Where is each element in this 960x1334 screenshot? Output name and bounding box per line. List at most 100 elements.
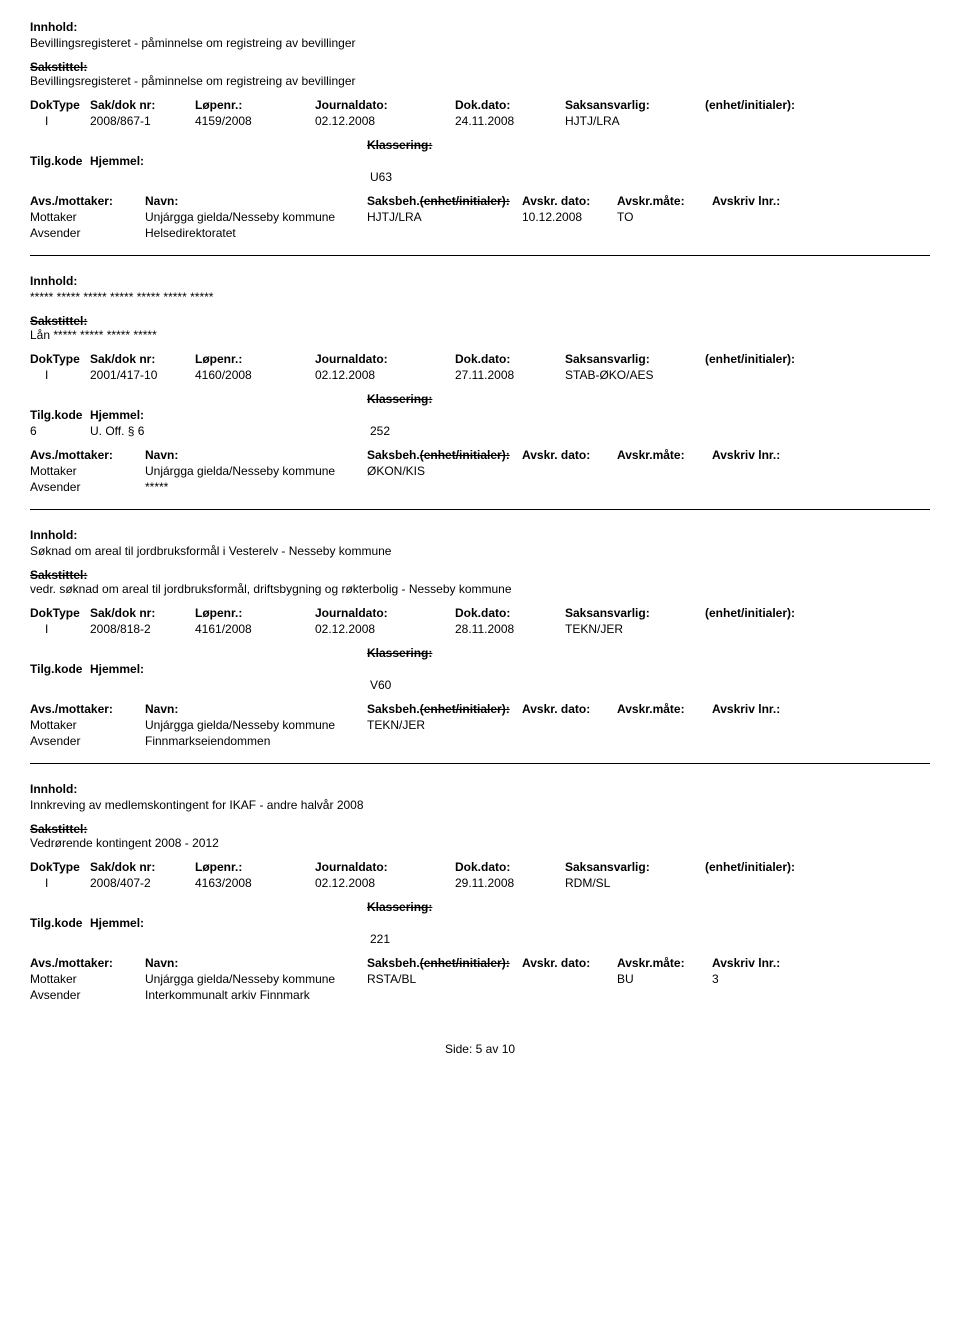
avsender-row: Avsender Helsedirektoratet: [30, 226, 930, 240]
dokdato-value: 29.11.2008: [455, 876, 565, 890]
saksansvarlig-value: HJTJ/LRA: [565, 114, 705, 128]
journaldato-header: Journaldato:: [315, 352, 455, 366]
avsender-row: Avsender *****: [30, 480, 930, 494]
party-header-row: Avs./mottaker: Navn: Saksbeh.(enhet/init…: [30, 194, 930, 208]
tilg-header-row: Tilg.kode Hjemmel:: [30, 154, 930, 168]
tilg-value-row: U63: [30, 170, 930, 184]
journal-record: Innhold: Bevillingsregisteret - påminnel…: [30, 20, 930, 240]
avsender-navn: Finnmarkseiendommen: [145, 734, 367, 748]
dokdato-value: 27.11.2008: [455, 368, 565, 382]
mottaker-label: Mottaker: [30, 464, 145, 478]
innhold-label: Innhold:: [30, 528, 930, 542]
tilg-value-row: V60: [30, 678, 930, 692]
page-number: 5: [476, 1042, 483, 1056]
meta-value-row: I 2008/867-1 4159/2008 02.12.2008 24.11.…: [30, 114, 930, 128]
hjemmel-header: Hjemmel:: [90, 916, 370, 930]
navn-header: Navn:: [145, 448, 367, 462]
meta-value-row: I 2001/417-10 4160/2008 02.12.2008 27.11…: [30, 368, 930, 382]
mottaker-label: Mottaker: [30, 972, 145, 986]
avsender-navn: *****: [145, 480, 367, 494]
avskrmate-header: Avskr.måte:: [617, 448, 712, 462]
journal-record: Innhold: Søknad om areal til jordbruksfo…: [30, 528, 930, 748]
saksbeh-value: TEKN/JER: [367, 718, 522, 732]
tilgkode-value: [30, 678, 90, 692]
klassering-value: V60: [370, 678, 391, 692]
avskrmate-header: Avskr.måte:: [617, 194, 712, 208]
klassering-header: Klassering:: [367, 138, 432, 152]
sakdok-header: Sak/dok nr:: [90, 352, 195, 366]
mottaker-navn: Unjárgga gielda/Nesseby kommune: [145, 972, 367, 986]
mottaker-row: Mottaker Unjárgga gielda/Nesseby kommune…: [30, 210, 930, 224]
innhold-label: Innhold:: [30, 20, 930, 34]
avsender-label: Avsender: [30, 734, 145, 748]
journaldato-value: 02.12.2008: [315, 114, 455, 128]
avskrmate-value: TO: [617, 210, 712, 224]
saksansvarlig-header: Saksansvarlig:: [565, 606, 705, 620]
lopenr-header: Løpenr.:: [195, 352, 315, 366]
lopenr-header: Løpenr.:: [195, 860, 315, 874]
tilg-header-row: Tilg.kode Hjemmel:: [30, 408, 930, 422]
doktype-header: DokType: [30, 860, 90, 874]
mottaker-navn: Unjárgga gielda/Nesseby kommune: [145, 210, 367, 224]
dokdato-header: Dok.dato:: [455, 98, 565, 112]
saksbeh-value: HJTJ/LRA: [367, 210, 522, 224]
lopenr-header: Løpenr.:: [195, 606, 315, 620]
hjemmel-value: [90, 170, 370, 184]
avskrmate-value: [617, 464, 712, 478]
hjemmel-header: Hjemmel:: [90, 662, 370, 676]
avskrdato-header: Avskr. dato:: [522, 194, 617, 208]
sakstittel-value: Vedrørende kontingent 2008 - 2012: [30, 836, 930, 850]
avsender-label: Avsender: [30, 480, 145, 494]
avsender-label: Avsender: [30, 226, 145, 240]
avsmottaker-header: Avs./mottaker:: [30, 448, 145, 462]
sakstittel-value: vedr. søknad om areal til jordbruksformå…: [30, 582, 930, 596]
sakdok-value: 2001/417-10: [90, 368, 195, 382]
lopenr-header: Løpenr.:: [195, 98, 315, 112]
sakdok-value: 2008/818-2: [90, 622, 195, 636]
hjemmel-value: [90, 678, 370, 692]
avsender-row: Avsender Finnmarkseiendommen: [30, 734, 930, 748]
doktype-header: DokType: [30, 606, 90, 620]
avskrmate-header: Avskr.måte:: [617, 702, 712, 716]
klass-header-row: Klassering:: [30, 138, 930, 152]
tilgkode-value: 6: [30, 424, 90, 438]
sakdok-header: Sak/dok nr:: [90, 98, 195, 112]
innhold-value: Innkreving av medlemskontingent for IKAF…: [30, 798, 930, 812]
record-separator: [30, 255, 930, 256]
journaldato-header: Journaldato:: [315, 98, 455, 112]
avskrivlnr-value: [712, 210, 807, 224]
avskrdato-value: [522, 972, 617, 986]
avskrivlnr-header: Avskriv lnr.:: [712, 956, 807, 970]
hjemmel-header: Hjemmel:: [90, 154, 370, 168]
klassering-value: 221: [370, 932, 390, 946]
party-header-row: Avs./mottaker: Navn: Saksbeh.(enhet/init…: [30, 702, 930, 716]
tilg-value-row: 6 U. Off. § 6 252: [30, 424, 930, 438]
mottaker-row: Mottaker Unjárgga gielda/Nesseby kommune…: [30, 972, 930, 986]
saksbeh-header: Saksbeh.(enhet/initialer):: [367, 194, 522, 208]
klass-header-row: Klassering:: [30, 646, 930, 660]
sakstittel-label: Sakstittel:: [30, 60, 930, 74]
klassering-header: Klassering:: [367, 646, 432, 660]
page-footer: Side: 5 av 10: [30, 1042, 930, 1056]
avskrmate-value: [617, 718, 712, 732]
av-label: av: [486, 1042, 499, 1056]
saksansvarlig-value: RDM/SL: [565, 876, 705, 890]
saksbeh-header: Saksbeh.(enhet/initialer):: [367, 448, 522, 462]
tilgkode-header: Tilg.kode: [30, 662, 90, 676]
journaldato-header: Journaldato:: [315, 860, 455, 874]
avskrivlnr-value: [712, 464, 807, 478]
avskrivlnr-value: 3: [712, 972, 807, 986]
lopenr-value: 4163/2008: [195, 876, 315, 890]
avskrdato-value: 10.12.2008: [522, 210, 617, 224]
journaldato-header: Journaldato:: [315, 606, 455, 620]
innhold-value: Søknad om areal til jordbruksformål i Ve…: [30, 544, 930, 558]
klass-header-row: Klassering:: [30, 900, 930, 914]
innhold-label: Innhold:: [30, 274, 930, 288]
saksansvarlig-value: STAB-ØKO/AES: [565, 368, 705, 382]
journaldato-value: 02.12.2008: [315, 622, 455, 636]
saksbeh-value: RSTA/BL: [367, 972, 522, 986]
avskrdato-header: Avskr. dato:: [522, 956, 617, 970]
journal-record: Innhold: Innkreving av medlemskontingent…: [30, 782, 930, 1002]
record-separator: [30, 509, 930, 510]
sakstittel-label: Sakstittel:: [30, 822, 930, 836]
